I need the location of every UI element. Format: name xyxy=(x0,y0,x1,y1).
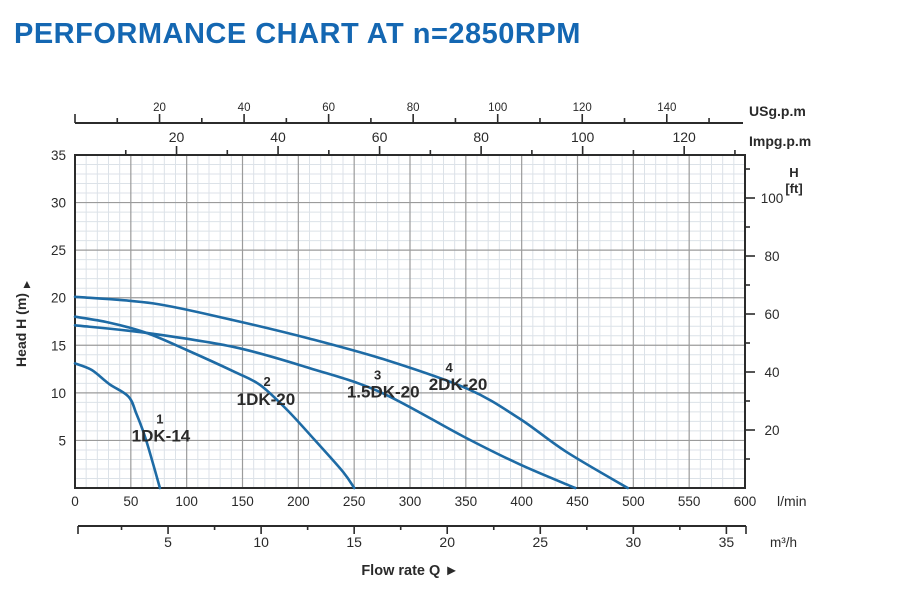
lmin-tick-label: 450 xyxy=(566,494,589,509)
usgpm-tick-label: 20 xyxy=(153,102,166,114)
head-ft-tick-label: 20 xyxy=(764,423,779,438)
head-m-tick-label: 35 xyxy=(51,148,66,163)
head-ft-tick-label: 80 xyxy=(764,249,779,264)
head-m-tick-label: 30 xyxy=(51,196,66,211)
lmin-tick-label: 250 xyxy=(343,494,366,509)
curve-1.5DK-20 xyxy=(73,324,577,490)
impgpm-unit-label: Impg.p.m xyxy=(749,133,811,149)
usgpm-tick-label: 100 xyxy=(488,102,507,114)
head-axis-label: Head H (m) xyxy=(13,293,29,367)
lmin-tick-label: 200 xyxy=(287,494,310,509)
m3h-tick-label: 25 xyxy=(532,534,548,550)
axis-head-ft xyxy=(745,168,755,460)
lmin-tick-label: 150 xyxy=(231,494,254,509)
head-m-tick-label: 20 xyxy=(51,291,66,306)
m3h-unit-label: m³/h xyxy=(770,535,797,550)
head-m-tick-label: 10 xyxy=(51,386,66,401)
impgpm-tick-label: 100 xyxy=(571,129,595,145)
lmin-tick-label: 100 xyxy=(175,494,198,509)
curve-index-label: 4 xyxy=(445,360,453,375)
impgpm-tick-label: 40 xyxy=(270,129,286,145)
curve-name-label: 1DK-14 xyxy=(132,426,191,445)
curve-name-label: 2DK-20 xyxy=(429,375,488,394)
lmin-tick-label: 0 xyxy=(71,494,79,509)
pump-curves xyxy=(73,295,630,490)
m3h-tick-label: 30 xyxy=(626,534,642,550)
head-m-tick-label: 5 xyxy=(58,433,66,448)
axis-impgpm xyxy=(124,146,736,155)
flow-rate-label: Flow rate Q ► xyxy=(361,563,458,579)
impgpm-tick-label: 20 xyxy=(169,129,185,145)
lmin-tick-label: 50 xyxy=(123,494,138,509)
curve-1DK-20 xyxy=(73,315,356,490)
usgpm-tick-label: 120 xyxy=(573,102,592,114)
grid-major xyxy=(75,155,745,488)
curve-index-label: 2 xyxy=(263,374,270,389)
usgpm-tick-label: 140 xyxy=(657,102,676,114)
page-title: PERFORMANCE CHART AT n=2850RPM xyxy=(14,18,581,50)
curve-2DK-20 xyxy=(73,295,630,490)
m3h-tick-label: 15 xyxy=(346,534,362,550)
usgpm-unit-label: USg.p.m xyxy=(749,103,806,119)
lmin-tick-label: 550 xyxy=(678,494,701,509)
plot-border xyxy=(74,154,746,489)
curve-name-label: 1DK-20 xyxy=(237,390,296,409)
lmin-tick-label: 300 xyxy=(399,494,422,509)
m3h-tick-label: 10 xyxy=(253,534,269,550)
m3h-tick-label: 5 xyxy=(164,534,172,550)
m3h-tick-label: 20 xyxy=(439,534,455,550)
lmin-tick-label: 350 xyxy=(455,494,478,509)
lmin-unit-label: l/min xyxy=(777,493,807,509)
ft-unit-label: [ft] xyxy=(785,181,802,196)
lmin-tick-label: 500 xyxy=(622,494,645,509)
curve-index-label: 3 xyxy=(374,368,381,383)
impgpm-tick-label: 120 xyxy=(672,129,696,145)
impgpm-tick-label: 80 xyxy=(473,129,489,145)
usgpm-tick-label: 60 xyxy=(322,102,335,114)
head-axis-arrow-icon: ▲ xyxy=(21,277,33,291)
lmin-tick-label: 600 xyxy=(734,494,757,509)
curve-name-label: 1.5DK-20 xyxy=(347,383,420,402)
lmin-tick-label: 400 xyxy=(510,494,533,509)
head-m-tick-label: 25 xyxy=(51,243,66,258)
usgpm-tick-label: 80 xyxy=(407,102,420,114)
head-ft-tick-label: 100 xyxy=(761,191,784,206)
m3h-tick-label: 35 xyxy=(719,534,735,550)
impgpm-tick-label: 60 xyxy=(372,129,388,145)
axis-m3h xyxy=(77,525,747,534)
ft-unit-label: H xyxy=(789,165,798,180)
head-ft-tick-label: 40 xyxy=(764,365,779,380)
head-ft-tick-label: 60 xyxy=(764,307,779,322)
curve-1DK-14 xyxy=(73,362,162,490)
usgpm-tick-label: 40 xyxy=(238,102,251,114)
head-m-tick-label: 15 xyxy=(51,338,66,353)
curve-index-label: 1 xyxy=(156,411,163,426)
axis-usgpm xyxy=(74,114,743,124)
